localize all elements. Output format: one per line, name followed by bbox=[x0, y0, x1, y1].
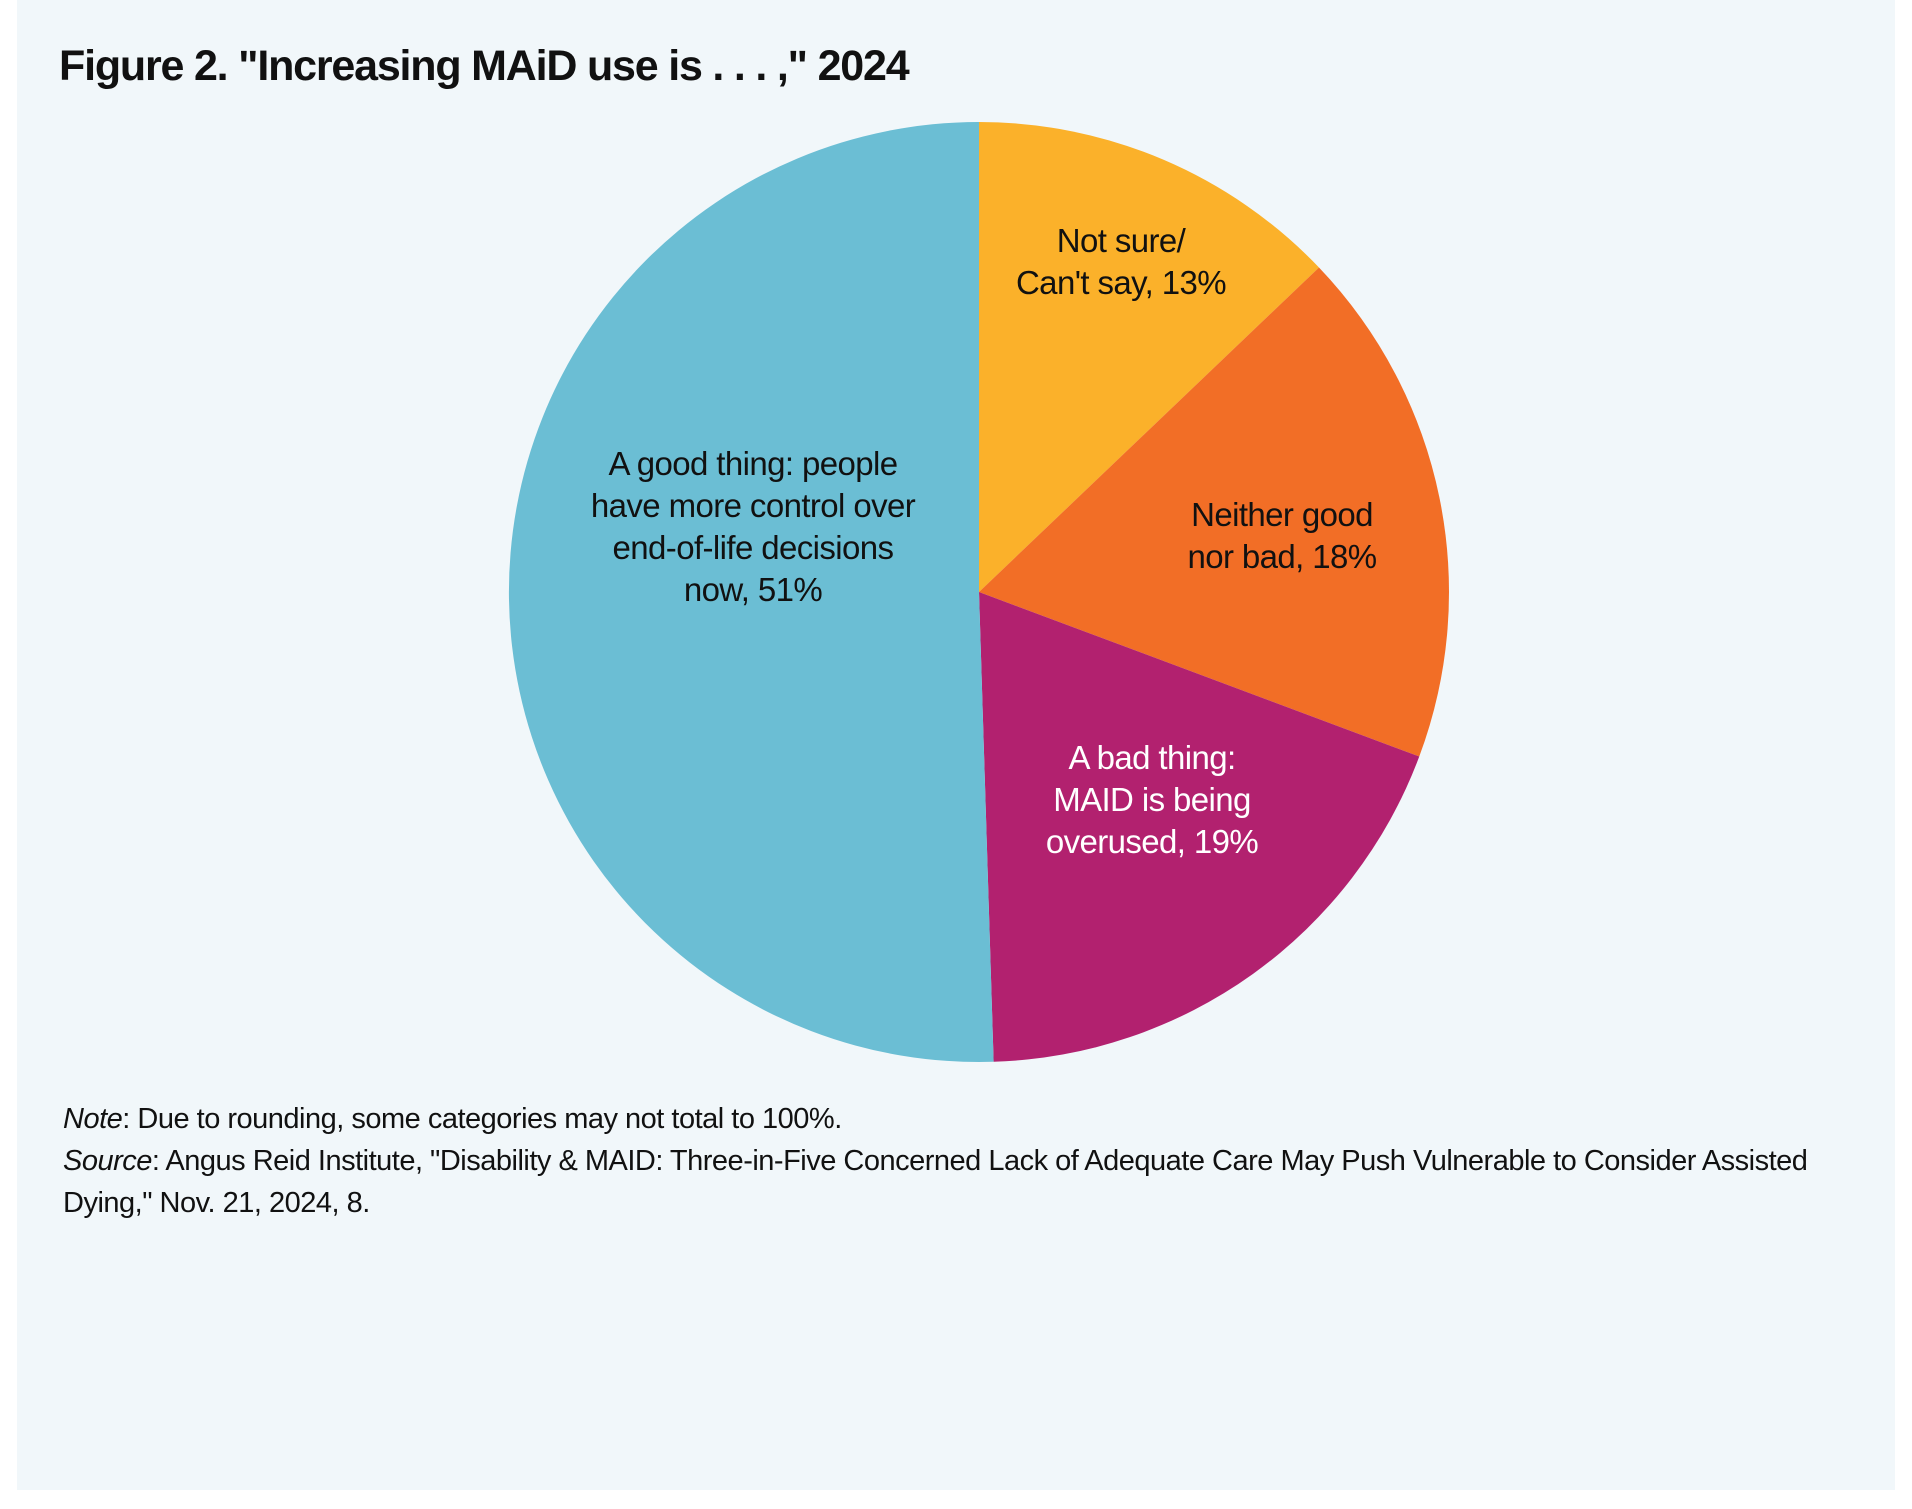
pie-slice-3 bbox=[979, 592, 1420, 1062]
pie-slice-4 bbox=[508, 121, 994, 1062]
figure-panel: Figure 2. "Increasing MAiD use is . . . … bbox=[17, 0, 1895, 1490]
pie-chart: Not sure/Can't say, 13% Neither good nor b… bbox=[508, 121, 1450, 1062]
chart-title: Figure 2. "Increasing MAiD use is . . . … bbox=[59, 42, 910, 90]
slice-label-line: Can't say, 13% bbox=[1016, 264, 1226, 301]
slice-label-line: overused, 19% bbox=[1046, 823, 1259, 860]
slice-label-line: have more control over bbox=[591, 487, 916, 524]
note-line: Note: Due to rounding, some categories m… bbox=[63, 1098, 1853, 1140]
slice-label-line: A bad thing: bbox=[1068, 739, 1235, 776]
slice-label-2: Neither good nor bad, 18% bbox=[1187, 496, 1376, 575]
slice-label-3: A bad thing: MAID is being overused, 19% bbox=[1046, 739, 1259, 860]
slice-label-4: A good thing: people have more control ov… bbox=[591, 445, 916, 608]
slice-label-line: nor bad, 18% bbox=[1187, 538, 1376, 575]
source-label: Source bbox=[63, 1145, 152, 1177]
slice-label-line: Not sure/ bbox=[1057, 222, 1187, 259]
slice-label-line: now, 51% bbox=[684, 571, 823, 608]
slice-label-line: A good thing: people bbox=[609, 445, 898, 482]
slice-label-1: Not sure/Can't say, 13% bbox=[1016, 222, 1226, 301]
slice-label-line: end-of-life decisions bbox=[613, 529, 894, 566]
pie-slice-1 bbox=[979, 122, 1319, 592]
note-text: : Due to rounding, some categories may n… bbox=[122, 1103, 842, 1135]
pie-labels: Not sure/Can't say, 13% Neither good nor b… bbox=[591, 222, 1378, 860]
slice-label-line: MAID is being bbox=[1053, 781, 1251, 818]
pie-slice-2 bbox=[979, 267, 1450, 757]
pie-slices bbox=[508, 121, 1450, 1062]
source-text: : Angus Reid Institute, "Disability & MA… bbox=[63, 1145, 1808, 1219]
source-line: Source: Angus Reid Institute, "Disabilit… bbox=[63, 1140, 1853, 1224]
chart-notes: Note: Due to rounding, some categories m… bbox=[63, 1098, 1853, 1224]
slice-label-line: Neither good bbox=[1191, 496, 1373, 533]
note-label: Note bbox=[63, 1103, 123, 1135]
